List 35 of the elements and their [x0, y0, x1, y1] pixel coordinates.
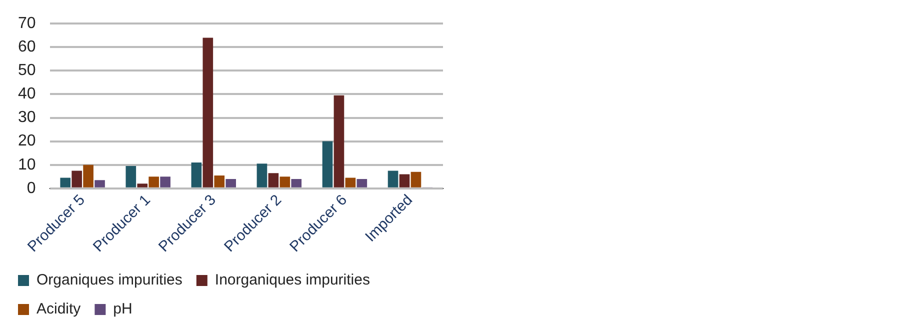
bar — [399, 174, 410, 188]
legend-label: Organiques impurities — [36, 272, 182, 289]
bar — [214, 175, 225, 188]
legend-label: Acidity — [36, 300, 82, 318]
y-tick-label: 30 — [18, 109, 36, 126]
y-tick-label: 40 — [18, 86, 36, 103]
bar — [334, 95, 344, 188]
bar — [160, 176, 170, 188]
y-tick-label: 70 — [18, 15, 36, 32]
y-tick-label: 20 — [18, 132, 36, 150]
bar — [388, 170, 398, 188]
y-tick-label: 0 — [26, 180, 36, 197]
y-tick-label: 60 — [18, 38, 36, 56]
bar — [356, 178, 368, 188]
bar — [148, 176, 159, 188]
bar — [83, 164, 94, 188]
bar — [226, 178, 236, 188]
bar — [345, 178, 356, 188]
bar — [191, 162, 202, 188]
legend-label: pH — [113, 300, 132, 318]
bar — [268, 173, 279, 188]
y-tick-label: 10 — [18, 156, 36, 174]
bar — [410, 172, 422, 188]
bar — [291, 178, 302, 188]
bar — [60, 178, 71, 188]
bar — [137, 184, 148, 188]
bar — [280, 176, 290, 188]
bar — [94, 180, 105, 188]
legend-label: Inorganiques impurities — [214, 272, 370, 289]
bar — [202, 38, 214, 188]
bar — [256, 164, 268, 188]
y-tick-label: 50 — [18, 62, 36, 80]
bar — [322, 141, 333, 188]
bar — [126, 166, 136, 188]
bar — [72, 170, 82, 188]
